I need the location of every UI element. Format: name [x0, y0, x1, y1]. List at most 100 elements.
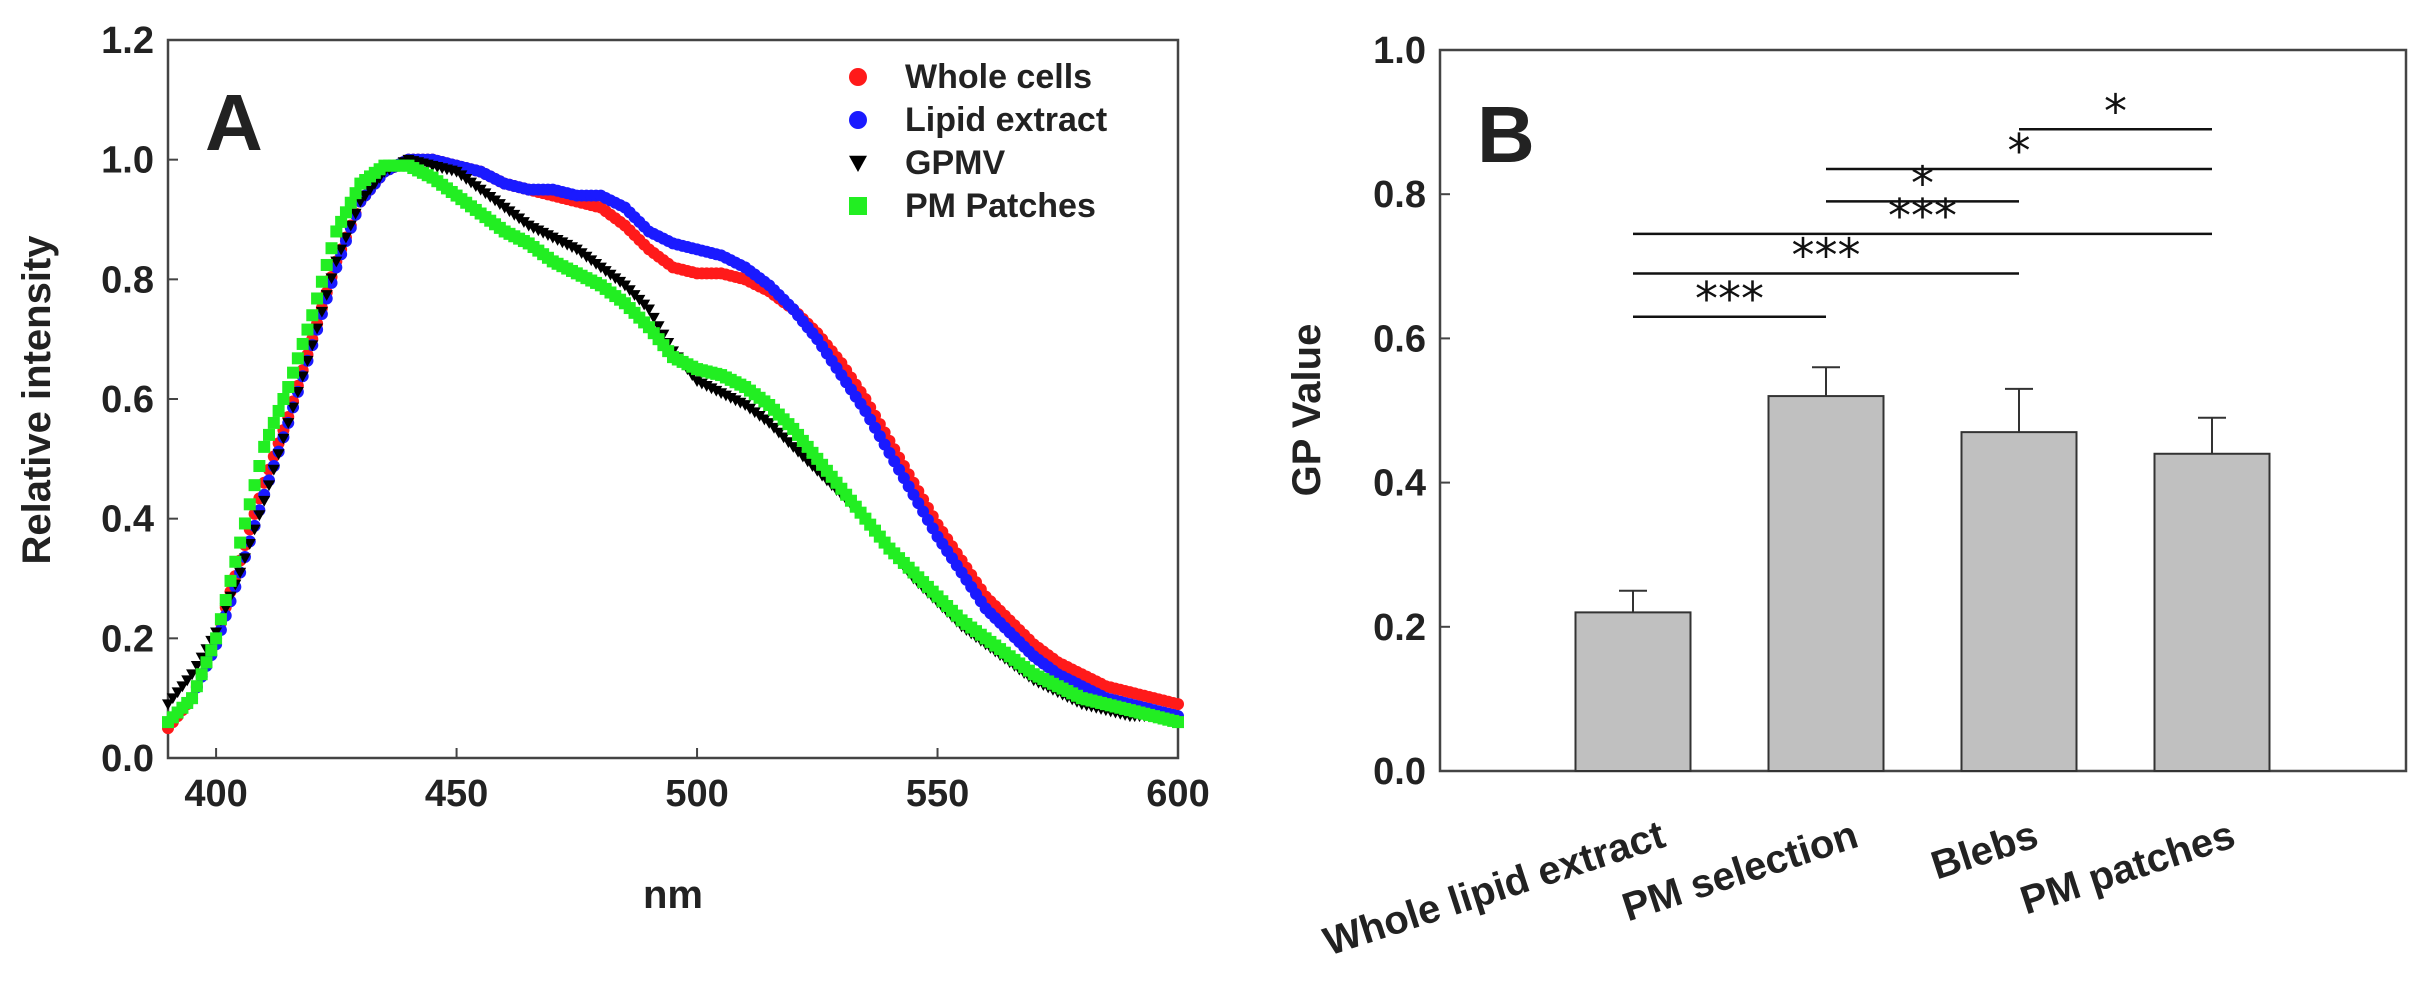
data-point [243, 498, 256, 511]
data-point [301, 355, 314, 367]
data-point [277, 393, 290, 405]
data-point [315, 306, 328, 318]
bar [1960, 431, 2078, 772]
data-point [296, 337, 309, 350]
data-point [272, 449, 285, 461]
data-point [335, 244, 348, 256]
panel-b-bars [1574, 366, 2271, 772]
data-point [652, 321, 665, 333]
y-tick-label: 0.6 [1373, 318, 1426, 360]
data-point [200, 656, 213, 669]
data-point [291, 352, 304, 365]
y-tick-label: 0.8 [1373, 174, 1426, 216]
data-point [306, 309, 319, 322]
y-tick-label: 1.2 [101, 20, 154, 62]
panel-a-data-points [162, 153, 1184, 735]
data-point [335, 215, 348, 228]
bar-group [2153, 416, 2271, 772]
panel-a-spectra-chart: 400 450 500 550 600 0.0 0.2 0.4 0.6 0.8 1.0 1.2 A n… [15, 20, 1210, 917]
significance-label: *** [1888, 189, 1957, 243]
data-point [306, 340, 319, 352]
data-point [339, 232, 352, 244]
legend-marker [849, 111, 867, 129]
significance-label: * [1911, 156, 1934, 210]
data-point [190, 680, 203, 693]
data-point [181, 675, 194, 687]
data-point [1172, 716, 1184, 729]
data-point [647, 312, 660, 324]
legend-entry: Whole cells [849, 58, 1092, 96]
bar [2153, 452, 2271, 772]
significance-label: * [2008, 124, 2031, 178]
legend-label: GPMV [905, 144, 1005, 182]
data-point [190, 661, 203, 672]
panel-a-axis-ticks: 400 450 500 550 600 0.0 0.2 0.4 0.6 0.8 1.0 1.2 [101, 20, 1210, 815]
data-point [248, 524, 261, 536]
x-tick-label: 450 [425, 773, 488, 815]
panel-a-legend: Whole cells Lipid extract GPMV PM Patches [849, 58, 1107, 225]
data-point [258, 495, 271, 507]
panel-a-y-axis-title: Relative intensity [15, 235, 59, 565]
data-point [234, 536, 247, 549]
data-point [330, 225, 343, 238]
data-point [339, 206, 352, 219]
data-point [267, 416, 280, 429]
data-point [171, 687, 184, 699]
data-point [364, 184, 376, 196]
data-point [320, 290, 333, 301]
y-tick-label: 0.2 [1373, 607, 1426, 649]
data-point [258, 440, 271, 453]
y-tick-label: 0.8 [101, 259, 154, 301]
data-point [162, 699, 174, 711]
legend-marker [849, 68, 867, 86]
significance-label: * [2104, 84, 2127, 138]
data-point [344, 196, 357, 209]
data-point [287, 366, 300, 379]
legend-entry: GPMV [849, 144, 1005, 182]
data-point [253, 510, 266, 522]
data-point [205, 644, 218, 657]
bar [1574, 611, 1692, 772]
legend-marker [849, 197, 867, 215]
data-point [349, 208, 362, 220]
y-tick-label: 1.0 [1373, 30, 1426, 72]
bar [1767, 395, 1885, 772]
data-point [282, 418, 295, 429]
x-tick-label: 600 [1146, 773, 1209, 815]
bar-group [1574, 589, 1692, 772]
significance-bracket: * [1826, 124, 2212, 178]
significance-label: *** [1792, 229, 1861, 283]
x-tick-label: 550 [906, 773, 969, 815]
data-point [238, 553, 251, 565]
legend-marker [849, 155, 867, 172]
y-tick-label: 0.0 [1373, 751, 1426, 793]
panel-b-gp-bar-chart: 0.00.20.40.60.81.0 ************ B GP Val… [1285, 30, 2408, 965]
data-point [287, 402, 300, 414]
data-point [359, 190, 372, 202]
legend-label: Whole cells [905, 58, 1092, 96]
significance-bracket: *** [1633, 189, 2212, 243]
y-tick-label: 0.4 [101, 499, 154, 541]
data-point [291, 387, 304, 398]
data-point [263, 480, 275, 492]
series-pm-patches [162, 159, 1184, 729]
data-point [282, 381, 295, 394]
panel-b-axis-ticks: 0.0 0.2 0.4 0.6 0.8 1.0 [1373, 30, 1450, 793]
panel-b-significance-brackets: ************ [1633, 84, 2212, 326]
legend-entry: Lipid extract [849, 101, 1107, 139]
y-tick-label: 0.2 [101, 618, 154, 660]
legend-entry: PM Patches [849, 187, 1096, 225]
panel-a-x-axis-title: nm [643, 873, 703, 917]
significance-label: *** [1695, 272, 1764, 326]
bar-group [1767, 366, 1885, 772]
data-point [267, 464, 280, 476]
data-point [224, 574, 237, 587]
data-point [344, 220, 357, 232]
x-tick-label: 400 [184, 773, 247, 815]
y-tick-label: 0.6 [101, 379, 154, 421]
data-point [186, 692, 199, 705]
data-point [272, 404, 285, 417]
legend-label: Lipid extract [905, 101, 1107, 139]
